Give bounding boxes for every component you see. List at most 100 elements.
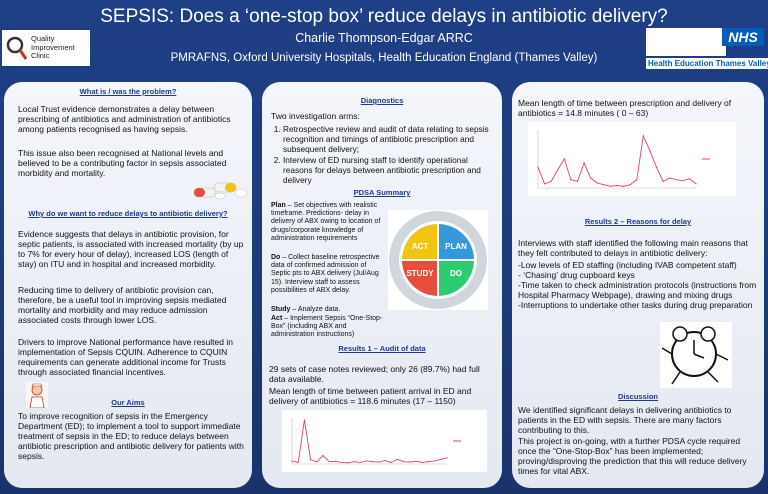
arrival-chart-data-point xyxy=(378,461,380,463)
pdsa-plan-body: – Set objectives with realistic timefram… xyxy=(271,202,381,242)
problem-paragraph-1: Local Trust evidence demonstrates a dela… xyxy=(18,104,231,134)
arrival-chart-data-point xyxy=(291,460,293,462)
arrival-chart-data-point xyxy=(328,461,330,463)
prescription-chart-data-point xyxy=(636,179,638,181)
prescription-chart-data-point xyxy=(682,179,684,182)
arrival-to-abx-chart xyxy=(282,410,487,472)
pills-image xyxy=(193,182,248,200)
pdsa-do-text: Do – Collect baseline retrospective data… xyxy=(271,254,383,295)
arrival-chart-data-point xyxy=(384,459,386,462)
discussion-paragraph-2: This project is on-going, with a further… xyxy=(518,436,747,476)
pdsa-plan-label: PLAN xyxy=(445,242,467,251)
arrival-chart-data-point xyxy=(421,461,423,464)
prescription-chart-data-point xyxy=(616,184,618,187)
results2-item: -Time taken to check administration prot… xyxy=(518,280,757,300)
arrival-chart-data-point xyxy=(409,461,411,463)
running-clock-image xyxy=(660,322,732,388)
arrival-chart-data-point xyxy=(334,460,336,462)
nhs-logo-subtitle: Health Education Thames Valley xyxy=(646,58,768,69)
arrival-chart-data-point xyxy=(353,461,355,463)
qic-logo-line-2: Improvement xyxy=(31,42,75,52)
prescription-chart-data-point xyxy=(622,185,625,187)
pdsa-heading: PDSA Summary xyxy=(353,188,411,197)
arrival-chart-data-point xyxy=(359,461,361,464)
pdsa-act-text: Act – Implement Sepsis “One-Stop-Box” (i… xyxy=(271,315,383,340)
prescription-chart-data-point xyxy=(583,162,585,164)
qic-logo-line-1: Quality xyxy=(31,34,55,44)
arrival-chart-data-point xyxy=(415,460,417,462)
prescription-chart-data-point xyxy=(655,166,658,168)
poster-author: Charlie Thompson-Edgar ARRC xyxy=(295,31,473,45)
why-heading: Why do we want to reduce delays to antib… xyxy=(28,209,228,218)
prescription-chart-data-point xyxy=(695,183,697,185)
arrival-chart-data-point xyxy=(440,458,442,460)
poster-header: SEPSIS: Does a ‘one-stop box’ reduce del… xyxy=(0,0,768,80)
prescription-chart-data-point xyxy=(662,180,664,182)
prescription-chart-data-point xyxy=(550,180,552,182)
results2-heading: Results 2 – Reasons for delay xyxy=(584,217,692,226)
nhs-logo-badge: NHS xyxy=(722,28,764,46)
pdsa-plan-quadrant xyxy=(438,224,474,260)
arrival-chart-data-point xyxy=(303,419,305,421)
qic-logo-line-3: Clinic xyxy=(31,51,50,61)
prescription-chart-data-point xyxy=(649,150,651,152)
pdsa-plan-label: Plan xyxy=(271,202,286,209)
pdsa-study-label: STUDY xyxy=(406,269,434,278)
pdsa-cycle-diagram: ACT PLAN STUDY DO xyxy=(388,210,488,310)
prescription-chart-data-point xyxy=(576,180,579,182)
arrival-chart-data-point xyxy=(396,458,398,460)
results2-item: -Interruptions to undertake other tasks … xyxy=(518,300,753,310)
qic-logo: Quality Improvement Clinic xyxy=(2,30,90,66)
arrival-chart-data-point xyxy=(316,461,318,463)
pdsa-do-label: Do xyxy=(271,254,281,261)
arrival-chart-data-point xyxy=(347,462,349,464)
prescription-chart-data-point xyxy=(675,179,677,181)
arrival-chart-data-point xyxy=(427,461,429,463)
results1-paragraph-1: 29 sets of case notes reviewed; only 26 … xyxy=(269,364,480,384)
prescription-chart-data-point xyxy=(629,184,631,186)
arrival-chart-series-line xyxy=(291,419,448,464)
diagnostics-intro: Two investigation arms: xyxy=(271,111,360,121)
diagnostics-item: Retrospective review and audit of data r… xyxy=(283,124,499,154)
prescription-chart-data-point xyxy=(537,166,539,168)
arrival-chart-data-point xyxy=(403,461,405,463)
pdsa-study-quadrant xyxy=(402,260,438,296)
nurse-icon xyxy=(26,382,48,408)
arrival-chart-data-point xyxy=(310,459,312,461)
poster-affiliation: PMRAFNS, Oxford University Hospitals, He… xyxy=(170,52,598,64)
prescription-chart-data-point xyxy=(603,184,605,186)
diagnostics-heading: Diagnostics xyxy=(360,96,404,105)
prescription-to-abx-chart xyxy=(528,122,736,196)
prescription-chart-data-point xyxy=(590,177,592,179)
results2-item: - ‘Chasing’ drug cupboard keys xyxy=(518,270,635,280)
arrival-chart-data-point xyxy=(297,461,299,464)
aims-paragraph: To improve recognition of sepsis in the … xyxy=(18,411,244,461)
prescription-chart-series-line xyxy=(537,134,697,187)
discussion-paragraph-1: We identified significant delays in deli… xyxy=(518,405,732,435)
results1-heading: Results 1 – Audit of data xyxy=(338,344,426,353)
prescription-chart-data-point xyxy=(543,183,546,185)
prescription-chart-data-point xyxy=(642,135,644,137)
prescription-chart-data-point xyxy=(609,185,612,187)
arrival-chart-data-point xyxy=(322,454,324,457)
arrival-chart-data-point xyxy=(434,460,436,462)
pdsa-study-text: Study – Analyze data. xyxy=(271,306,383,314)
results2-intro: Interviews with staff identified the fol… xyxy=(518,238,748,258)
prescription-chart-data-point xyxy=(570,179,572,181)
pdsa-do-body: – Collect baseline retrospective data of… xyxy=(271,254,380,294)
pdsa-act-label: Act xyxy=(271,315,283,322)
pdsa-study-body: – Analyze data. xyxy=(290,306,341,313)
problem-paragraph-2: This issue also been recognised at Natio… xyxy=(18,148,227,178)
diagnostics-item: Interview of ED nursing staff to identif… xyxy=(283,155,499,185)
prescription-chart-data-point xyxy=(596,182,598,184)
prescription-chart-data-point xyxy=(557,169,559,171)
arrival-chart-data-point xyxy=(446,457,448,459)
arrival-chart-data-point xyxy=(365,460,367,462)
prescription-chart-data-point xyxy=(669,177,671,179)
pdsa-act-label: ACT xyxy=(412,242,429,251)
why-paragraph-2: Reducing time to delivery of antibiotic … xyxy=(18,285,227,325)
results2-list: -Low levels of ED staffing (including IV… xyxy=(518,260,758,310)
pdsa-act-quadrant xyxy=(402,224,438,260)
nhs-logo: NHS Health Education Thames Valley xyxy=(646,28,768,70)
left-panel xyxy=(4,82,252,488)
